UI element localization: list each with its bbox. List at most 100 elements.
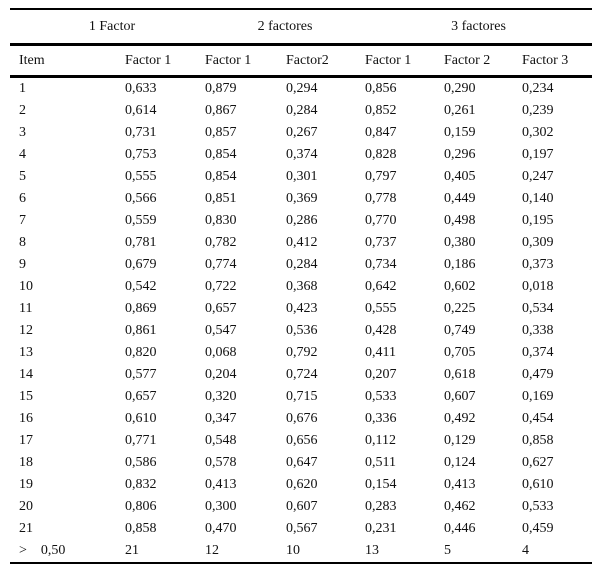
table-row: 8 0,781 0,782 0,412 0,737 0,380 0,309	[10, 232, 592, 254]
loading-value-cell: 0,154	[365, 477, 397, 492]
loading-value-cell: 0,555	[125, 169, 157, 184]
loading-value-cell: 0,856	[365, 81, 397, 96]
item-cell: 17	[19, 433, 33, 448]
loading-value-cell: 0,578	[205, 455, 237, 470]
loading-value-cell: 0,300	[205, 499, 237, 514]
item-cell: 16	[19, 411, 33, 426]
column-header-2f-factor1: Factor 1	[205, 44, 287, 78]
loading-value-cell: 0,705	[444, 345, 476, 360]
loading-value-cell: 0,380	[444, 235, 476, 250]
loading-value-cell: 0,830	[205, 213, 237, 228]
item-cell: 12	[19, 323, 33, 338]
loading-value-cell: 0,656	[286, 433, 318, 448]
loading-value-cell: 0,536	[286, 323, 318, 338]
loading-value-cell: 0,722	[205, 279, 237, 294]
loading-value-cell: 0,647	[286, 455, 318, 470]
item-cell: 5	[19, 169, 26, 184]
loading-value-cell: 0,225	[444, 301, 476, 316]
loading-value-cell: 0,547	[205, 323, 237, 338]
loading-value-cell: 0,820	[125, 345, 157, 360]
summary-count-cell: 10	[286, 543, 301, 558]
summary-count-cell: 21	[125, 543, 139, 558]
loading-value-cell: 0,498	[444, 213, 476, 228]
loading-value-cell: 0,828	[365, 147, 397, 162]
column-header-3f-factor3: Factor 3	[522, 44, 593, 78]
loading-value-cell: 0,642	[365, 279, 397, 294]
loading-value-cell: 0,559	[125, 213, 157, 228]
item-cell: 10	[19, 279, 33, 294]
loading-value-cell: 0,867	[205, 103, 237, 118]
loading-value-cell: 0,068	[205, 345, 237, 360]
loading-value-cell: 0,347	[205, 411, 237, 426]
loading-value-cell: 0,286	[286, 213, 318, 228]
table-row: 6 0,566 0,851 0,369 0,778 0,449 0,140	[10, 188, 592, 210]
loading-value-cell: 0,610	[125, 411, 157, 426]
loading-value-cell: 0,781	[125, 235, 157, 250]
loading-value-cell: 0,555	[365, 301, 397, 316]
loading-value-cell: 0,470	[205, 521, 237, 536]
loading-value-cell: 0,413	[205, 477, 237, 492]
loading-value-cell: 0,413	[444, 477, 476, 492]
group-header-3-factores: 3 factores	[365, 9, 593, 46]
group-header-row: 1 Factor 2 factores 3 factores	[10, 9, 593, 46]
item-cell: 3	[19, 125, 26, 140]
table-row: 3 0,731 0,857 0,267 0,847 0,159 0,302	[10, 122, 592, 144]
loading-value-cell: 0,412	[286, 235, 318, 250]
loading-value-cell: 0,374	[286, 147, 318, 162]
loading-value-cell: 0,428	[365, 323, 397, 338]
item-cell: 8	[19, 235, 26, 250]
loading-value-cell: 0,411	[365, 345, 396, 360]
loading-value-cell: 0,548	[205, 433, 237, 448]
loading-value-cell: 0,368	[286, 279, 318, 294]
loading-value-cell: 0,449	[444, 191, 476, 206]
loading-value-cell: 0,454	[522, 411, 554, 426]
loading-value-cell: 0,734	[365, 257, 397, 272]
loading-value-cell: 0,234	[522, 81, 554, 96]
loading-value-cell: 0,715	[286, 389, 318, 404]
item-cell: 6	[19, 191, 26, 206]
loading-value-cell: 0,446	[444, 521, 476, 536]
item-cell: 1	[19, 81, 26, 96]
table-row: 5 0,555 0,854 0,301 0,797 0,405 0,247	[10, 166, 592, 188]
loading-value-cell: 0,320	[205, 389, 237, 404]
loading-value-cell: 0,204	[205, 367, 237, 382]
loading-value-cell: 0,284	[286, 257, 318, 272]
loading-value-cell: 0,247	[522, 169, 554, 184]
loading-value-cell: 0,797	[365, 169, 397, 184]
loading-value-cell: 0,284	[286, 103, 318, 118]
column-header-item: Item	[10, 44, 125, 78]
table-row: 20 0,806 0,300 0,607 0,283 0,462 0,533	[10, 496, 592, 518]
table-row: 12 0,861 0,547 0,536 0,428 0,749 0,338	[10, 320, 592, 342]
loading-value-cell: 0,778	[365, 191, 397, 206]
item-cell: 11	[19, 301, 33, 316]
loading-value-cell: 0,610	[522, 477, 554, 492]
loading-value-cell: 0,197	[522, 147, 554, 162]
loading-value-cell: 0,369	[286, 191, 318, 206]
item-cell: 7	[19, 213, 26, 228]
table-row: 4 0,753 0,854 0,374 0,828 0,296 0,197	[10, 144, 592, 166]
loading-value-cell: 0,869	[125, 301, 157, 316]
loading-value-cell: 0,129	[444, 433, 476, 448]
loading-value-cell: 0,858	[125, 521, 157, 536]
group-header-2-factores: 2 factores	[205, 9, 366, 46]
loading-value-cell: 0,854	[205, 169, 237, 184]
loading-value-cell: 0,459	[522, 521, 554, 536]
loading-value-cell: 0,858	[522, 433, 554, 448]
item-cell: 14	[19, 367, 33, 382]
threshold-value: 0,50	[40, 543, 66, 558]
summary-count-cell: 12	[205, 543, 220, 558]
loading-value-cell: 0,112	[365, 433, 396, 448]
loading-value-cell: 0,533	[365, 389, 397, 404]
loading-value-cell: 0,296	[444, 147, 476, 162]
loading-value-cell: 0,294	[286, 81, 318, 96]
table-row: 21 0,858 0,470 0,567 0,231 0,446 0,459	[10, 518, 592, 540]
loading-value-cell: 0,309	[522, 235, 554, 250]
loading-value-cell: 0,852	[365, 103, 397, 118]
loading-value-cell: 0,627	[522, 455, 554, 470]
loading-value-cell: 0,657	[205, 301, 237, 316]
table-row: 7 0,559 0,830 0,286 0,770 0,498 0,195	[10, 210, 592, 232]
loading-value-cell: 0,737	[365, 235, 397, 250]
loading-value-cell: 0,567	[286, 521, 318, 536]
summary-count-cell: 13	[365, 543, 380, 558]
item-cell: 18	[19, 455, 33, 470]
